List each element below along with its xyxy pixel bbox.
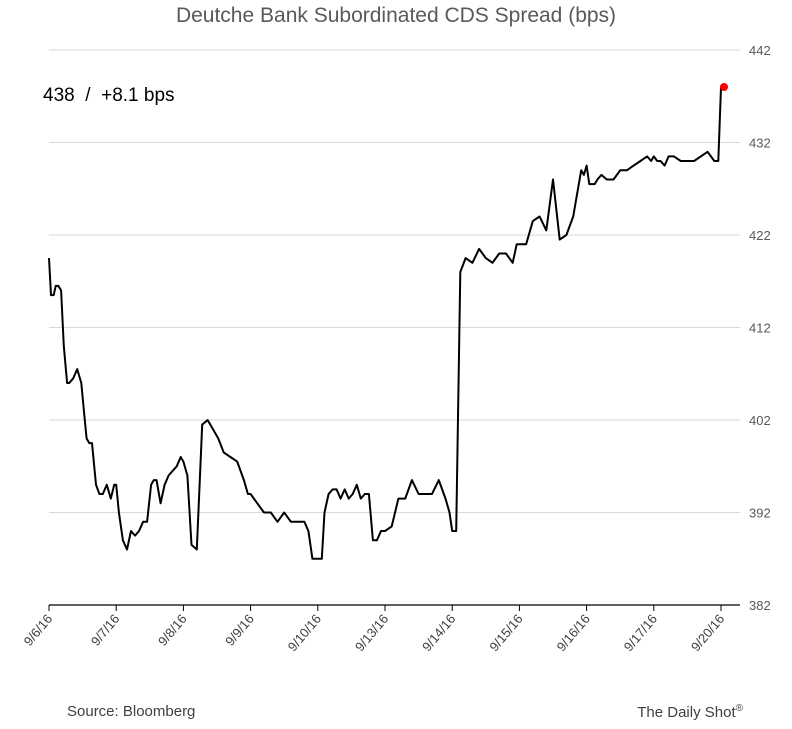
- y-tick-label: 442: [749, 43, 771, 58]
- x-tick-label: 9/7/16: [88, 611, 123, 648]
- value-annotation: 438 / +8.1 bps: [43, 85, 175, 106]
- last-value-marker: [720, 83, 728, 91]
- y-tick-label: 422: [749, 228, 771, 243]
- x-tick-label: 9/13/16: [352, 611, 391, 654]
- series-line: [48, 86, 722, 560]
- y-tick-label: 382: [749, 598, 771, 613]
- y-tick-label: 392: [749, 506, 771, 521]
- y-tick-label: 402: [749, 413, 771, 428]
- registered-mark: ®: [735, 703, 743, 714]
- x-tick-label: 9/14/16: [419, 611, 458, 654]
- y-tick-label: 432: [749, 136, 771, 151]
- x-tick-label: 9/17/16: [621, 611, 660, 654]
- chart-title: Deutche Bank Subordinated CDS Spread (bp…: [175, 4, 617, 27]
- y-tick-label: 412: [749, 321, 771, 336]
- source-note: Source: Bloomberg: [67, 703, 196, 720]
- x-tick-label: 9/6/16: [21, 611, 56, 648]
- x-tick-label: 9/8/16: [155, 611, 190, 648]
- x-tick-label: 9/16/16: [554, 611, 593, 654]
- x-tick-label: 9/9/16: [222, 611, 257, 648]
- credit-text: The Daily Shot: [637, 704, 736, 721]
- x-tick-label: 9/20/16: [688, 611, 727, 654]
- x-tick-label: 9/15/16: [486, 611, 525, 654]
- credit-label: The Daily Shot®: [637, 703, 743, 721]
- x-tick-label: 9/10/16: [285, 611, 324, 654]
